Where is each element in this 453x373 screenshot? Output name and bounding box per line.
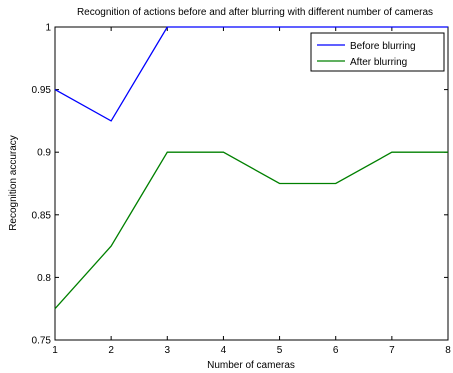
y-axis-label: Recognition accuracy bbox=[8, 135, 19, 231]
legend-label-after-blurring: After blurring bbox=[350, 57, 407, 68]
x-tick-labels: 1 2 3 4 5 6 7 8 bbox=[52, 345, 451, 356]
y-tick-label: 0.75 bbox=[32, 336, 52, 347]
x-tick-label: 1 bbox=[52, 345, 58, 356]
y-tick-label: 1 bbox=[45, 23, 51, 34]
series-line-before-blurring bbox=[54, 26, 448, 122]
series-line-after-blurring bbox=[54, 151, 448, 310]
y-tick-label: 0.85 bbox=[32, 210, 52, 221]
x-tick-label: 4 bbox=[221, 345, 227, 356]
legend: Before blurring After blurring bbox=[310, 32, 445, 72]
plot-area bbox=[54, 26, 449, 341]
x-tick-label: 7 bbox=[389, 345, 395, 356]
x-axis-label: Number of cameras bbox=[207, 360, 295, 371]
legend-label-before-blurring: Before blurring bbox=[350, 41, 416, 52]
y-tick-labels: 0.75 0.8 0.85 0.9 0.95 1 bbox=[32, 23, 52, 347]
x-tick-label: 8 bbox=[445, 345, 451, 356]
x-tick-label: 3 bbox=[165, 345, 171, 356]
x-tick-label: 6 bbox=[333, 345, 339, 356]
y-tick-label: 0.9 bbox=[37, 148, 51, 159]
x-tick-label: 5 bbox=[277, 345, 283, 356]
legend-box bbox=[310, 32, 445, 72]
x-tick-label: 2 bbox=[108, 345, 114, 356]
chart-title: Recognition of actions before and after … bbox=[77, 7, 433, 18]
y-tick-label: 0.95 bbox=[32, 85, 52, 96]
y-tick-label: 0.8 bbox=[37, 273, 51, 284]
series-lines bbox=[54, 26, 448, 310]
